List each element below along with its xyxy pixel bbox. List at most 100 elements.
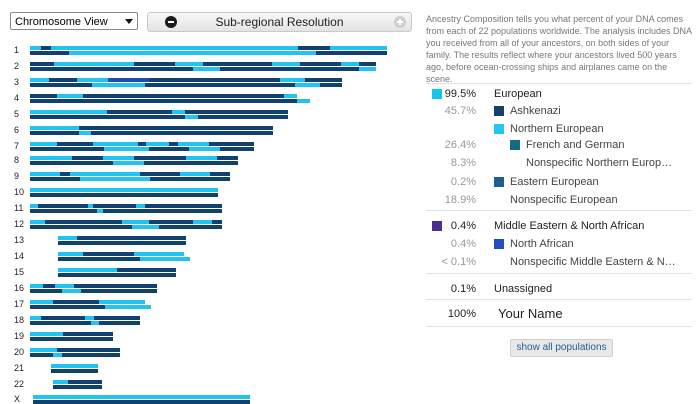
ancestry-segment	[78, 131, 91, 135]
ancestry-segment	[99, 300, 145, 304]
ancestry-segment	[85, 316, 94, 320]
ancestry-segment	[70, 172, 140, 176]
ancestry-segment	[171, 110, 185, 114]
ancestry-segment	[341, 62, 359, 66]
population-row[interactable]: 26.4% French and German	[426, 137, 692, 155]
ancestry-segment	[90, 321, 100, 325]
population-percent: 0.4%	[450, 220, 476, 232]
chromosome-label: 11	[14, 203, 24, 213]
ancestry-segment	[104, 305, 151, 309]
chromosome-strand	[30, 305, 151, 309]
chromosome-painting: 1 2 3 4 5 6 7 8 9 10 11 12 13 14 15 16 17 18 19 20 21 22 X	[0, 36, 415, 404]
population-row[interactable]: 18.9% Nonspecific European	[426, 192, 692, 210]
population-percent: 8.3%	[450, 157, 476, 169]
chromosome-strand	[30, 225, 222, 229]
ancestry-segment	[103, 147, 149, 151]
ancestry-segment	[272, 62, 300, 66]
chromosome-strand	[30, 284, 157, 288]
chevron-down-icon	[125, 19, 133, 24]
plus-icon[interactable]	[394, 16, 406, 28]
ancestry-segment	[295, 83, 321, 87]
chromosome-strand	[30, 115, 288, 119]
population-percent: < 0.1%	[441, 256, 476, 268]
chromosome-strand	[30, 62, 376, 66]
population-row[interactable]: 0.1% Unassigned	[426, 281, 692, 299]
chromosome-strand	[30, 353, 120, 357]
chromosome-strand	[58, 257, 191, 261]
population-row[interactable]: < 0.1% Nonspecific Middle Eastern & N…	[426, 254, 692, 272]
ancestry-segment	[122, 220, 150, 224]
ancestry-segment	[189, 147, 221, 151]
ancestry-segment	[180, 172, 210, 176]
chromosome-strand	[53, 380, 102, 384]
ancestry-segment	[76, 78, 130, 82]
chromosome-strand	[58, 268, 176, 272]
population-percent: 100%	[447, 308, 476, 320]
user-name: Your Name	[498, 306, 563, 321]
ancestry-segment	[97, 209, 103, 213]
divider	[426, 210, 692, 211]
chromosome-label: 9	[14, 171, 20, 181]
chromosome-strand	[30, 94, 297, 98]
population-row[interactable]: 8.3% Nonspecific Northern Europ…	[426, 155, 692, 173]
population-swatch	[432, 89, 442, 99]
population-row[interactable]: 0.2% Eastern European	[426, 174, 692, 192]
ancestry-segment	[51, 364, 98, 368]
population-row[interactable]: 100% Your Name	[426, 306, 692, 324]
ancestry-segment	[51, 46, 298, 50]
population-swatch	[510, 140, 520, 150]
population-row[interactable]: 0.4% Middle Eastern & North African	[426, 218, 692, 236]
ancestry-segment	[133, 252, 184, 256]
ancestry-segment	[30, 46, 41, 50]
minus-icon[interactable]	[165, 16, 177, 28]
show-all-populations-button[interactable]: show all populations	[510, 339, 613, 357]
divider	[426, 273, 692, 274]
chromosome-strand	[53, 385, 102, 389]
population-row[interactable]: 99.5% European	[426, 86, 692, 104]
population-name: Unassigned	[494, 283, 553, 295]
population-percent: 26.4%	[444, 139, 476, 151]
ancestry-segment	[30, 300, 53, 304]
ancestry-segment	[193, 220, 213, 224]
chromosome-strand	[30, 300, 145, 304]
population-row[interactable]: Northern European	[426, 121, 692, 139]
chromosome-strand	[30, 126, 273, 130]
population-name: European	[494, 88, 542, 100]
chromosome-label: 5	[14, 109, 20, 119]
ancestry-segment	[92, 83, 146, 87]
chromosome-label: 20	[14, 347, 25, 357]
population-percent: 99.5%	[444, 88, 476, 100]
population-name: Northern European	[510, 123, 604, 135]
ancestry-segment	[58, 236, 78, 240]
chromosome-strand	[51, 364, 98, 368]
ancestry-segment	[48, 348, 57, 352]
population-percent: 0.4%	[450, 238, 476, 250]
population-row[interactable]: 0.4% North African	[426, 236, 692, 254]
view-select[interactable]: Chromosome View	[10, 12, 138, 30]
ancestry-segment	[135, 204, 146, 208]
chromosome-label: X	[14, 394, 21, 404]
ancestry-segment	[30, 126, 67, 130]
chromosome-label: 17	[14, 299, 25, 309]
chromosome-label: 21	[14, 363, 25, 373]
ancestry-segment	[30, 172, 60, 176]
ancestry-segment	[30, 78, 49, 82]
chromosome-strand	[30, 46, 387, 50]
population-name: French and German	[526, 139, 625, 151]
chromosome-strand	[30, 78, 342, 82]
ancestry-segment	[102, 156, 134, 160]
chromosome-label: 18	[14, 315, 25, 325]
ancestry-segment	[92, 142, 138, 146]
chromosome-strand	[51, 369, 98, 373]
population-row[interactable]: 45.7% Ashkenazi	[426, 103, 692, 121]
subregional-resolution-control: Sub-regional Resolution	[147, 12, 412, 32]
ancestry-segment	[53, 380, 68, 384]
chromosome-label: 8	[14, 155, 20, 165]
chromosome-label: 19	[14, 331, 25, 341]
chromosome-label: 16	[14, 283, 25, 293]
chromosome-strand	[30, 348, 120, 352]
chromosome-strand	[30, 188, 218, 192]
divider	[426, 299, 692, 300]
population-percent: 45.7%	[444, 105, 476, 117]
chromosome-strand	[30, 147, 254, 151]
